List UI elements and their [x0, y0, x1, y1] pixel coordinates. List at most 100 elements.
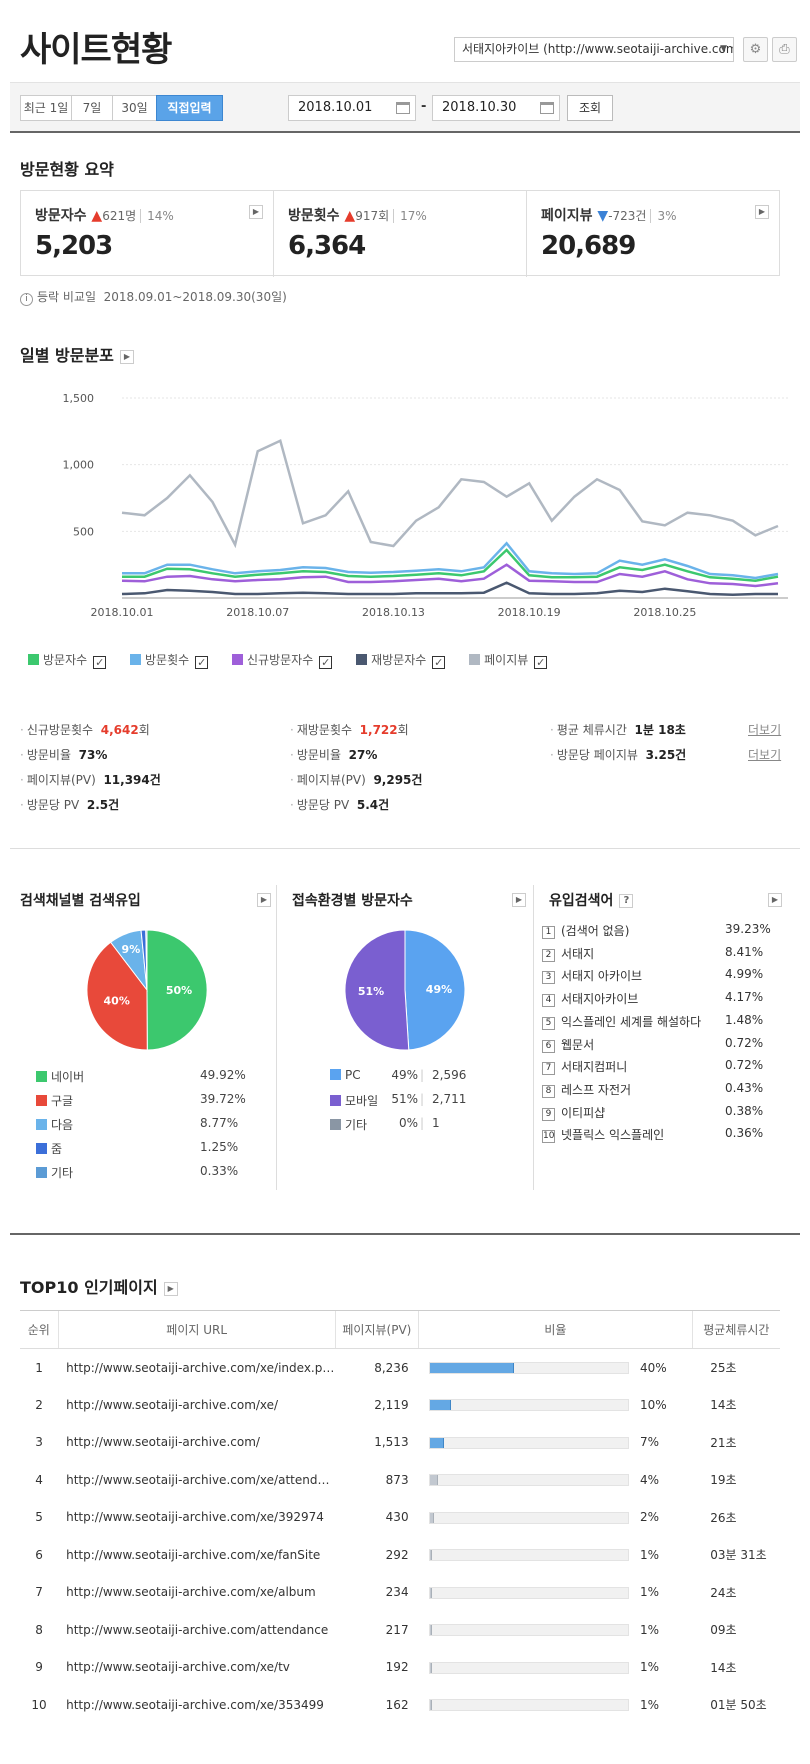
arrow-down-icon: ▼: [597, 208, 609, 224]
period-1day[interactable]: 최근 1일: [20, 95, 72, 121]
url-cell[interactable]: http://www.seotaiji-archive.com/xe/fanSi…: [66, 1547, 321, 1562]
url-cell[interactable]: http://www.seotaiji-archive.com/xe/index…: [66, 1360, 336, 1375]
more-arrow-icon[interactable]: ▶: [119, 349, 134, 364]
legend-item[interactable]: 페이지뷰 ✓: [469, 651, 548, 669]
period-30days[interactable]: 30일: [112, 95, 157, 121]
series-line-3: [121, 581, 778, 596]
page-title: 사이트현황: [20, 30, 172, 70]
daily-title: 일별 방문분포 ▶: [20, 342, 134, 366]
url-cell[interactable]: http://www.seotaiji-archive.com/xe/: [66, 1397, 279, 1412]
table-row[interactable]: 6 http://www.seotaiji-archive.com/xe/fan…: [20, 1536, 780, 1574]
kpi-pct: 17%: [393, 209, 427, 223]
more-arrow-icon[interactable]: ▶: [755, 205, 769, 219]
table-row[interactable]: 4 http://www.seotaiji-archive.com/xe/att…: [20, 1461, 780, 1499]
daily-title-text: 일별 방문분포: [20, 346, 114, 365]
more-arrow-icon[interactable]: ▶: [163, 1281, 178, 1296]
ratio-bar: [428, 1624, 629, 1637]
checkbox[interactable]: ✓: [93, 656, 107, 669]
rank-cell: 8: [35, 1622, 43, 1637]
legend-item[interactable]: 재방문자수 ✓: [356, 651, 446, 669]
pie-slice[interactable]: [145, 929, 148, 991]
checkbox[interactable]: ✓: [432, 656, 446, 669]
series-line-2: [121, 563, 779, 588]
detail-link[interactable]: 더보기: [748, 723, 782, 737]
start-date-input[interactable]: 2018.10.01: [288, 95, 416, 121]
pie-slice[interactable]: [86, 941, 148, 1051]
kpi-value: 5,203: [35, 231, 113, 261]
ratio-bar: [428, 1474, 629, 1487]
keyword-item[interactable]: 1 (검색어 없음): [542, 922, 629, 939]
legend-item: 기타: [36, 1164, 73, 1181]
period-custom[interactable]: 직접입력: [156, 95, 223, 121]
ratio-bar: [428, 1436, 629, 1449]
period-7days[interactable]: 7일: [71, 95, 113, 121]
url-cell[interactable]: http://www.seotaiji-archive.com/xe/tv: [66, 1660, 290, 1675]
checkbox[interactable]: ✓: [534, 656, 548, 669]
pie-slice[interactable]: [404, 929, 466, 1051]
table-row[interactable]: 1 http://www.seotaiji-archive.com/xe/ind…: [20, 1349, 780, 1387]
time-cell: 01분 50초: [710, 1698, 767, 1713]
more-arrow-icon[interactable]: ▶: [257, 893, 271, 907]
search-button[interactable]: 조회: [567, 95, 613, 121]
site-select[interactable]: 서태지아카이브 (http://www.seotaiji-archive.com…: [454, 37, 734, 62]
table-row[interactable]: 2 http://www.seotaiji-archive.com/xe/ 2,…: [20, 1386, 780, 1424]
table-row[interactable]: 5 http://www.seotaiji-archive.com/xe/392…: [20, 1499, 780, 1537]
stat-return-visits: · 재방문횟수 1,722회: [290, 723, 409, 737]
checkbox[interactable]: ✓: [195, 656, 209, 669]
keyword-item[interactable]: 3 서태지 아카이브: [542, 967, 642, 985]
keywords-title-text: 유입검색어: [549, 893, 614, 909]
keyword-item[interactable]: 9 이티피샵: [542, 1104, 605, 1121]
keyword-item[interactable]: 2 서태지: [542, 945, 594, 962]
legend-pct: 51%: [391, 1092, 418, 1106]
pie-slice[interactable]: [344, 929, 410, 1051]
url-cell[interactable]: http://www.seotaiji-archive.com/attendan…: [66, 1622, 329, 1637]
legend-count: 1: [432, 1116, 440, 1130]
table-row[interactable]: 7 http://www.seotaiji-archive.com/xe/alb…: [20, 1574, 780, 1612]
more-arrow-icon[interactable]: ▶: [512, 893, 526, 907]
table-row[interactable]: 8 http://www.seotaiji-archive.com/attend…: [20, 1611, 780, 1649]
kpi-pct: 14%: [140, 209, 174, 223]
kpi-delta: 621명: [102, 209, 137, 223]
gear-icon[interactable]: ⚙: [743, 37, 768, 62]
table-row[interactable]: 3 http://www.seotaiji-archive.com/ 1,513…: [20, 1424, 780, 1462]
url-cell[interactable]: http://www.seotaiji-archive.com/xe/album: [66, 1585, 316, 1600]
pie-slice[interactable]: [146, 929, 208, 1051]
calendar-icon[interactable]: [396, 102, 410, 114]
more-arrow-icon[interactable]: ▶: [768, 893, 782, 907]
more-arrow-icon[interactable]: ▶: [249, 205, 263, 219]
keyword-text: 서태지컴퍼니: [561, 1060, 628, 1075]
legend-count: 2,596: [432, 1068, 467, 1082]
legend-label: 재방문자수: [371, 653, 427, 667]
table-row[interactable]: 10 http://www.seotaiji-archive.com/xe/35…: [20, 1686, 780, 1724]
ratio-fill: [429, 1512, 434, 1523]
keyword-item[interactable]: 6 웹문서: [542, 1036, 594, 1053]
legend-swatch: [36, 1143, 47, 1154]
keyword-item[interactable]: 7 서태지컴퍼니: [542, 1058, 628, 1076]
stat-unit: 회: [138, 723, 150, 737]
print-icon[interactable]: ⎙: [772, 37, 797, 62]
keyword-item[interactable]: 5 익스플레인 세계를 해설하다: [542, 1013, 701, 1030]
keyword-item[interactable]: 10 넷플릭스 익스플레인: [542, 1126, 664, 1144]
end-date-input[interactable]: 2018.10.30: [432, 95, 560, 121]
url-cell[interactable]: http://www.seotaiji-archive.com/: [66, 1435, 260, 1450]
checkbox[interactable]: ✓: [319, 656, 333, 669]
col-header: 페이지 URL: [57, 1310, 336, 1349]
legend-item[interactable]: 신규방문자수 ✓: [232, 651, 333, 669]
url-cell[interactable]: http://www.seotaiji-archive.com/xe/39297…: [66, 1510, 324, 1525]
help-icon[interactable]: ?: [619, 894, 634, 908]
legend-item[interactable]: 방문횟수 ✓: [130, 651, 209, 669]
keyword-item[interactable]: 4 서태지아카이브: [542, 990, 638, 1008]
legend-label: 네이버: [51, 1070, 85, 1084]
ratio-pct: 40%: [640, 1360, 667, 1375]
url-cell[interactable]: http://www.seotaiji-archive.com/xe/atten…: [66, 1472, 336, 1487]
stat-unit: 회: [397, 723, 409, 737]
table-row[interactable]: 9 http://www.seotaiji-archive.com/xe/tv …: [20, 1649, 780, 1687]
legend-item: 네이버: [36, 1068, 84, 1085]
detail-link[interactable]: 더보기: [748, 748, 782, 762]
calendar-icon[interactable]: [540, 102, 554, 114]
ratio-bar: [428, 1661, 629, 1674]
keyword-item[interactable]: 8 레스프 자전거: [542, 1081, 631, 1098]
url-cell[interactable]: http://www.seotaiji-archive.com/xe/35349…: [66, 1697, 324, 1712]
legend-item[interactable]: 방문자수 ✓: [28, 651, 107, 669]
legend-pct: 49.92%: [200, 1068, 246, 1082]
